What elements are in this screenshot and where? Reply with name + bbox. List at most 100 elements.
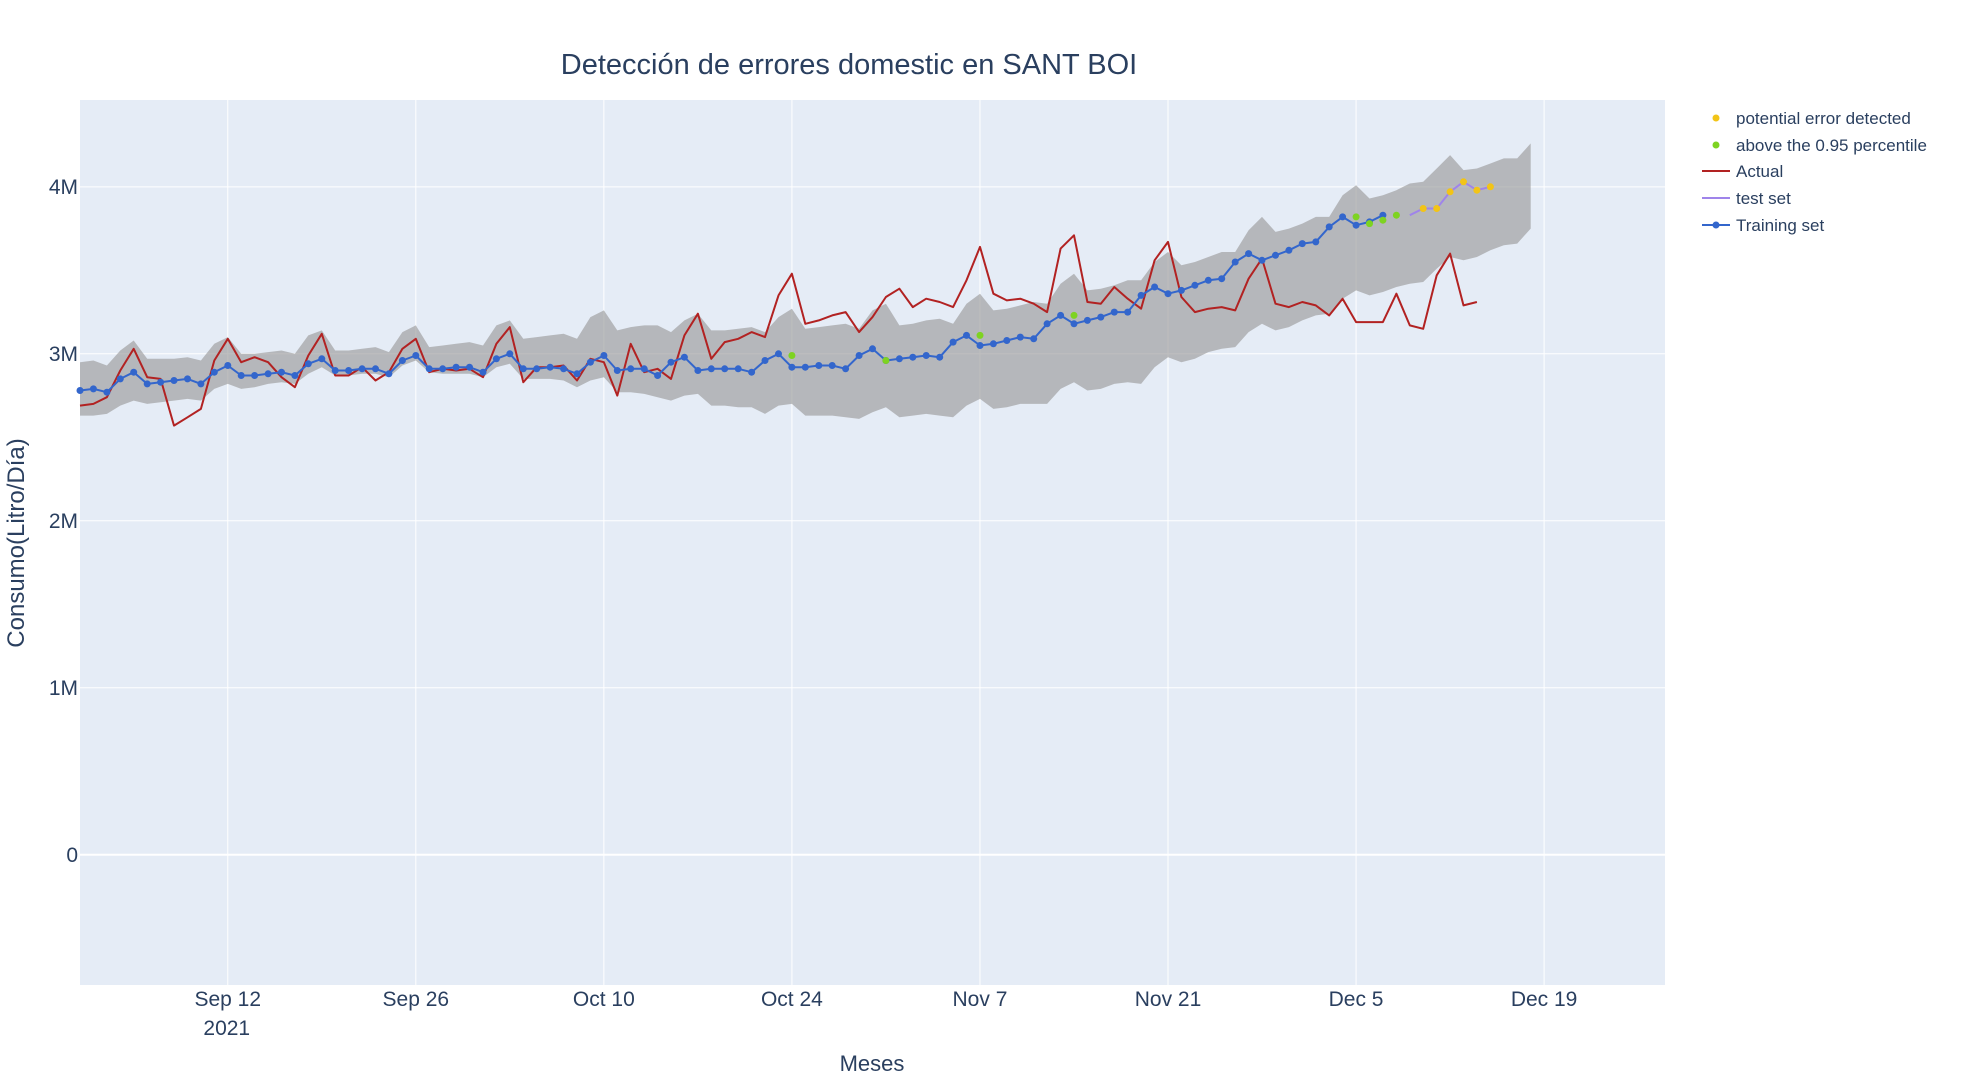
series-point-training-set	[775, 350, 782, 358]
series-point-training-set	[1070, 320, 1078, 328]
series-point-training-set	[560, 365, 568, 373]
y-tick-label: 4M	[49, 176, 78, 199]
series-point-training-set	[1164, 290, 1172, 298]
series-point-training-set	[1030, 335, 1038, 343]
series-point-training-set	[1285, 246, 1293, 254]
series-point-training-set	[654, 372, 662, 379]
marker-above-the-0-95-percentile	[1352, 213, 1360, 221]
marker-above-the-0-95-percentile	[976, 331, 984, 339]
series-point-training-set	[600, 352, 608, 359]
series-point-training-set	[291, 372, 299, 379]
series-point-training-set	[895, 355, 903, 363]
legend-label-training-set: Training set	[1736, 216, 1824, 235]
series-point-training-set	[1379, 211, 1387, 219]
marker-potential-error-detected	[1433, 205, 1441, 212]
series-point-training-set	[748, 368, 756, 376]
series-point-training-set	[1110, 308, 1118, 316]
x-tick-labels: Sep 12 2021 Sep 26 Oct 10 Oct 24 Nov 7 Nov 21 D…	[194, 988, 1577, 1040]
series-point-training-set	[721, 365, 729, 373]
series-point-training-set	[184, 375, 191, 383]
x-axis-title: Meses	[840, 1051, 905, 1076]
series-point-training-set	[89, 385, 97, 393]
series-point-training-set	[1057, 311, 1065, 319]
x-tick-label: Dec 19	[1511, 988, 1578, 1011]
series-point-training-set	[103, 388, 111, 396]
series-point-training-set	[734, 365, 742, 373]
series-point-training-set	[1137, 291, 1145, 299]
marker-layer	[788, 178, 1494, 364]
y-axis-title: Consumo(Litro/Día)	[3, 438, 30, 647]
series-point-training-set	[210, 368, 218, 376]
legend-item-actual[interactable]: Actual	[1702, 162, 1783, 181]
series-point-training-set	[479, 368, 487, 376]
series-point-training-set	[949, 338, 957, 346]
series-point-training-set	[1016, 333, 1024, 341]
series-point-training-set	[519, 365, 527, 373]
series-point-training-set	[358, 365, 366, 373]
legend-item-potential-error[interactable]: potential error detected	[1712, 109, 1911, 128]
series-point-training-set	[533, 365, 541, 373]
series-point-training-set	[1231, 258, 1239, 266]
series-point-training-set	[251, 372, 259, 379]
series-point-training-set	[1003, 337, 1011, 344]
legend-item-above-percentile[interactable]: above the 0.95 percentile	[1712, 136, 1927, 155]
series-point-training-set	[680, 353, 688, 361]
series-point-training-set	[1191, 281, 1199, 289]
marker-potential-error-detected	[1419, 205, 1427, 212]
series-point-training-set	[304, 360, 312, 368]
series-point-training-set	[1177, 286, 1185, 294]
series-point-training-set	[922, 352, 930, 359]
series-point-training-set	[694, 367, 702, 374]
series-line-actual	[79, 234, 1478, 427]
series-point-training-set	[815, 362, 823, 369]
legend-label-above-percentile: above the 0.95 percentile	[1736, 136, 1927, 155]
series-point-training-set	[963, 331, 970, 339]
legend-item-training-set[interactable]: Training set	[1702, 216, 1824, 235]
y-tick-label: 2M	[49, 510, 78, 533]
series-point-training-set	[640, 365, 648, 373]
series-point-training-set	[224, 362, 232, 369]
series-point-training-set	[1245, 250, 1253, 258]
series-point-training-set	[130, 368, 138, 376]
marker-above-the-0-95-percentile	[1392, 211, 1400, 219]
chart-title: Detección de errores domestic en SANT BO…	[561, 49, 1138, 81]
series-point-training-set	[1218, 275, 1226, 283]
series-point-training-set	[76, 387, 84, 394]
series-point-training-set	[197, 380, 205, 388]
y-tick-labels: 0 1M 2M 3M 4M	[49, 176, 78, 867]
series-point-training-set	[264, 370, 272, 378]
x-tick-label: Oct 24	[761, 988, 823, 1011]
confidence-band	[80, 143, 1531, 419]
x-tick-label: Dec 5	[1329, 988, 1384, 1011]
legend: potential error detected above the 0.95 …	[1702, 109, 1927, 235]
grid-layer	[80, 100, 1665, 985]
series-point-training-set	[828, 362, 836, 369]
legend-symbol-potential-error	[1712, 114, 1720, 122]
series-point-training-set	[1352, 221, 1360, 229]
legend-symbol-above-percentile	[1712, 141, 1720, 149]
marker-above-the-0-95-percentile	[788, 352, 796, 359]
x-tick-sublabel: 2021	[203, 1017, 250, 1040]
series-point-training-set	[157, 378, 165, 386]
marker-above-the-0-95-percentile	[1379, 216, 1387, 224]
series-point-training-set	[1083, 316, 1091, 324]
series-point-training-set	[855, 352, 863, 359]
series-point-training-set	[318, 355, 326, 363]
marker-above-the-0-95-percentile	[1070, 311, 1078, 319]
series-point-training-set	[1204, 276, 1212, 284]
y-tick-label: 0	[66, 844, 78, 867]
series-point-training-set	[936, 353, 944, 361]
marker-potential-error-detected	[1460, 178, 1467, 186]
series-point-training-set	[573, 370, 581, 378]
x-tick-label: Nov 21	[1135, 988, 1202, 1011]
series-point-training-set	[1272, 251, 1279, 259]
y-tick-label: 1M	[49, 677, 78, 700]
marker-potential-error-detected	[1446, 188, 1454, 196]
series-point-training-set	[909, 353, 917, 361]
series-point-training-set	[385, 370, 393, 378]
legend-item-test-set[interactable]: test set	[1702, 189, 1791, 208]
series-point-training-set	[372, 365, 379, 373]
series-point-training-set	[1151, 283, 1159, 291]
